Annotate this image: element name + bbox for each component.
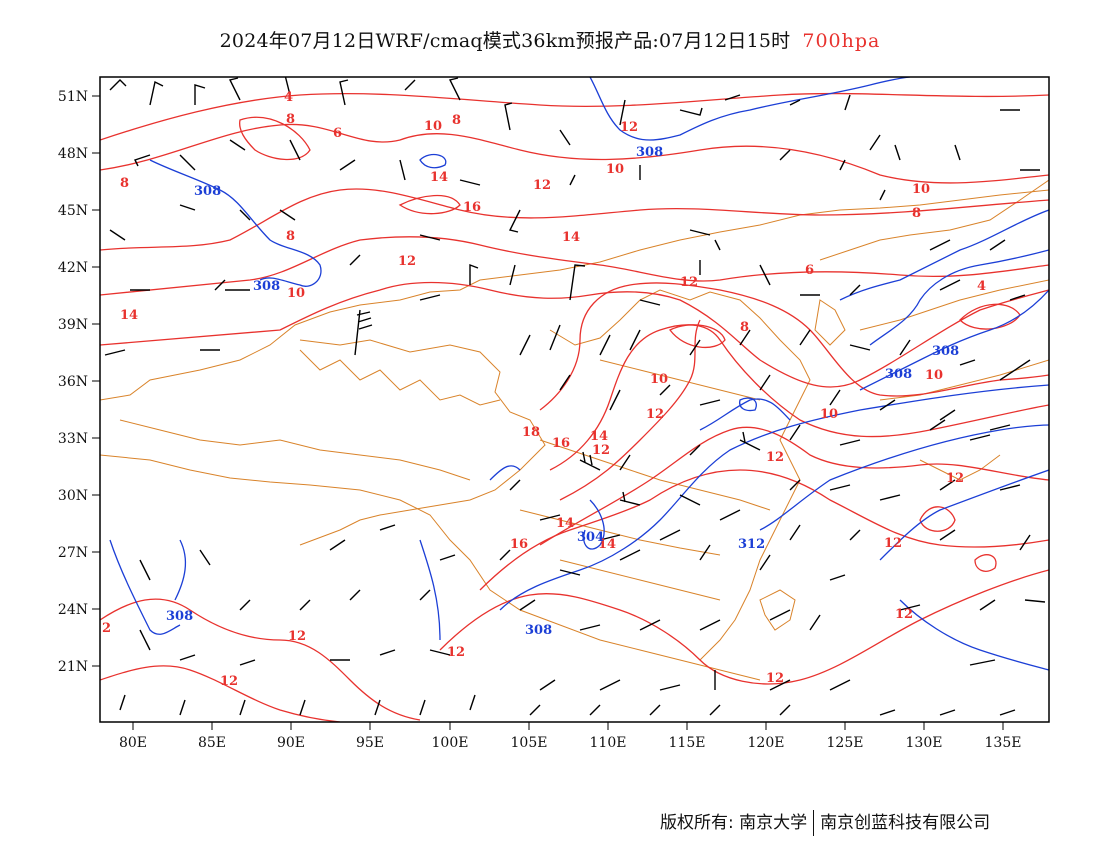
height-label: 308 <box>636 145 663 160</box>
lat-label: 51N <box>58 89 88 105</box>
temp-label: 6 <box>333 126 342 141</box>
temp-label: 14 <box>120 308 138 323</box>
title-text: 2024年07月12日WRF/cmaq模式36km预报产品:07月12日15时 <box>219 30 791 52</box>
temp-label: 8 <box>740 320 749 335</box>
temp-label: 12 <box>288 629 306 644</box>
height-label: 308 <box>166 609 193 624</box>
copyright-text: 版权所有: 南京大学 <box>660 813 808 833</box>
temp-label: 10 <box>424 119 442 134</box>
geopotential-contours <box>109 77 1049 671</box>
lat-label: 27N <box>58 545 88 561</box>
geopotential-labels: 308 308 308 308 308 304 312 308 308 <box>166 145 959 638</box>
boundary-lines <box>100 179 1049 681</box>
temp-label: 10 <box>606 162 624 177</box>
temp-label: 8 <box>120 176 129 191</box>
lon-label: 110E <box>590 735 627 751</box>
temp-label: 12 <box>620 120 638 135</box>
height-label: 308 <box>253 279 280 294</box>
temp-label: 12 <box>533 178 551 193</box>
lat-label: 21N <box>58 659 88 675</box>
lat-label: 45N <box>58 203 88 219</box>
temp-label: 16 <box>463 200 481 215</box>
height-label: 308 <box>525 623 552 638</box>
temp-label: 12 <box>895 607 913 622</box>
footer-credits: 版权所有: 南京大学 南京创蓝科技有限公司 <box>660 808 990 836</box>
height-label: 308 <box>932 344 959 359</box>
lat-label: 48N <box>58 146 88 162</box>
height-label: 308 <box>885 367 912 382</box>
lat-label: 36N <box>58 374 88 390</box>
temp-label: 16 <box>552 436 570 451</box>
temp-label: 12 <box>646 407 664 422</box>
temp-label: 16 <box>510 537 528 552</box>
lon-label: 130E <box>906 735 943 751</box>
temp-label: 6 <box>805 263 814 278</box>
lat-label: 42N <box>58 260 88 276</box>
temp-label: 14 <box>430 170 448 185</box>
temp-label: 8 <box>286 112 295 127</box>
temperature-contours <box>100 92 1049 722</box>
temp-label: 12 <box>884 536 902 551</box>
temp-label: 10 <box>925 368 943 383</box>
height-label: 304 <box>577 530 604 545</box>
temp-label: 10 <box>912 182 930 197</box>
longitude-axis: 80E 85E 90E 95E 100E 105E 110E 115E 120E… <box>119 722 1022 751</box>
footer-separator <box>813 810 815 836</box>
lon-label: 100E <box>432 735 469 751</box>
lat-label: 30N <box>58 488 88 504</box>
lat-label: 24N <box>58 602 88 618</box>
temp-label: 12 <box>592 443 610 458</box>
temp-label: 12 <box>398 254 416 269</box>
map-title: 2024年07月12日WRF/cmaq模式36km预报产品:07月12日15时 7… <box>0 26 1100 53</box>
plot-frame <box>99 76 1050 723</box>
temp-label: 4 <box>284 90 293 105</box>
height-label: 308 <box>194 184 221 199</box>
temp-label: 12 <box>766 450 784 465</box>
wind-barbs <box>104 77 1046 716</box>
temp-label: 10 <box>650 372 668 387</box>
temp-label: 10 <box>820 407 838 422</box>
temp-label: 14 <box>590 429 608 444</box>
temp-label: 14 <box>562 230 580 245</box>
lon-label: 120E <box>748 735 785 751</box>
temp-label: 14 <box>556 516 574 531</box>
lon-label: 85E <box>198 735 226 751</box>
lon-label: 115E <box>669 735 706 751</box>
lon-label: 135E <box>985 735 1022 751</box>
lon-label: 95E <box>356 735 384 751</box>
temp-label: 8 <box>912 206 921 221</box>
temp-label: 12 <box>766 671 784 686</box>
lon-label: 90E <box>277 735 305 751</box>
lat-label: 39N <box>58 317 88 333</box>
lon-label: 80E <box>119 735 147 751</box>
latitude-axis: 51N 48N 45N 42N 39N 36N 33N 30N 27N 24N … <box>58 89 100 675</box>
temp-label: 18 <box>522 425 540 440</box>
temperature-labels: 4 8 6 10 8 8 14 16 12 10 12 14 8 10 12 1… <box>102 90 986 689</box>
temp-label: 12 <box>220 674 238 689</box>
temp-label: 12 <box>680 275 698 290</box>
lat-label: 33N <box>58 431 88 447</box>
height-label: 312 <box>738 537 765 552</box>
temp-label: 4 <box>977 279 986 294</box>
pressure-level: 700hpa <box>802 30 881 52</box>
temp-label: 8 <box>286 229 295 244</box>
lon-label: 125E <box>827 735 864 751</box>
temp-label: 12 <box>447 645 465 660</box>
temp-label: 8 <box>452 113 461 128</box>
lon-label: 105E <box>511 735 548 751</box>
temp-label: 14 <box>598 537 616 552</box>
temp-label: 2 <box>102 621 111 636</box>
temp-label: 10 <box>287 286 305 301</box>
company-name: 南京创蓝科技有限公司 <box>820 813 991 833</box>
temp-label: 12 <box>946 471 964 486</box>
